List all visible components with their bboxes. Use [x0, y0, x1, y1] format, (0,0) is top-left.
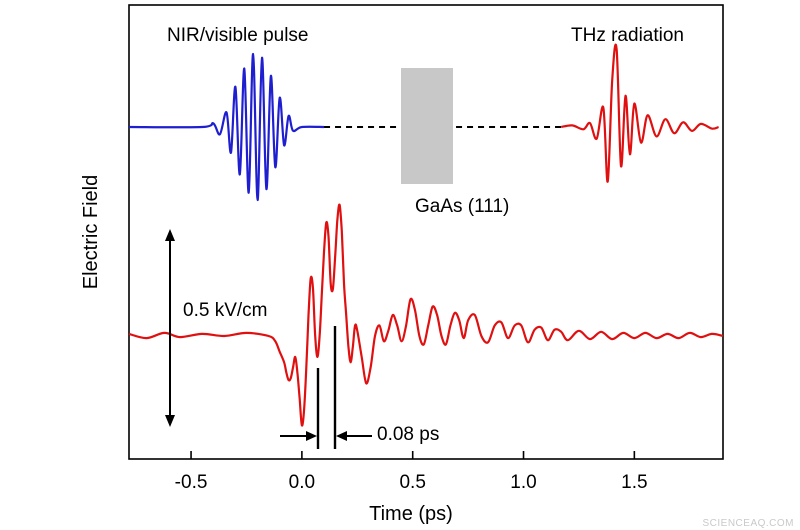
watermark: SCIENCEAQ.COM	[702, 518, 794, 529]
trace-layer	[128, 43, 724, 427]
x-tick-label: -0.5	[175, 472, 208, 493]
series-thz_top-line	[560, 43, 719, 183]
y-axis-title: Electric Field	[80, 175, 102, 289]
series-thz_main-line	[128, 203, 724, 427]
interval-markers	[280, 326, 372, 449]
x-tick-label: 0.0	[289, 472, 315, 493]
plot-frame	[128, 4, 724, 460]
amplitude-scale-arrow	[165, 229, 175, 427]
x-axis-ticks: -0.5 0.0 0.5 1.0 1.5	[175, 451, 648, 493]
x-axis-title: Time (ps)	[369, 503, 453, 525]
label-nir-pulse: NIR/visible pulse	[167, 25, 309, 46]
x-tick-label: 1.5	[621, 472, 647, 493]
interval-arrowhead-left	[306, 431, 317, 441]
label-interval: 0.08 ps	[377, 424, 439, 445]
gaas-crystal-block	[401, 68, 453, 184]
label-thz-radiation: THz radiation	[571, 25, 684, 46]
interval-arrowhead-right	[336, 431, 347, 441]
series-nir-line	[128, 52, 325, 202]
x-tick-label: 0.5	[399, 472, 425, 493]
x-tick-label: 1.0	[510, 472, 536, 493]
label-amplitude: 0.5 kV/cm	[183, 300, 267, 321]
label-crystal: GaAs (111)	[415, 196, 509, 217]
